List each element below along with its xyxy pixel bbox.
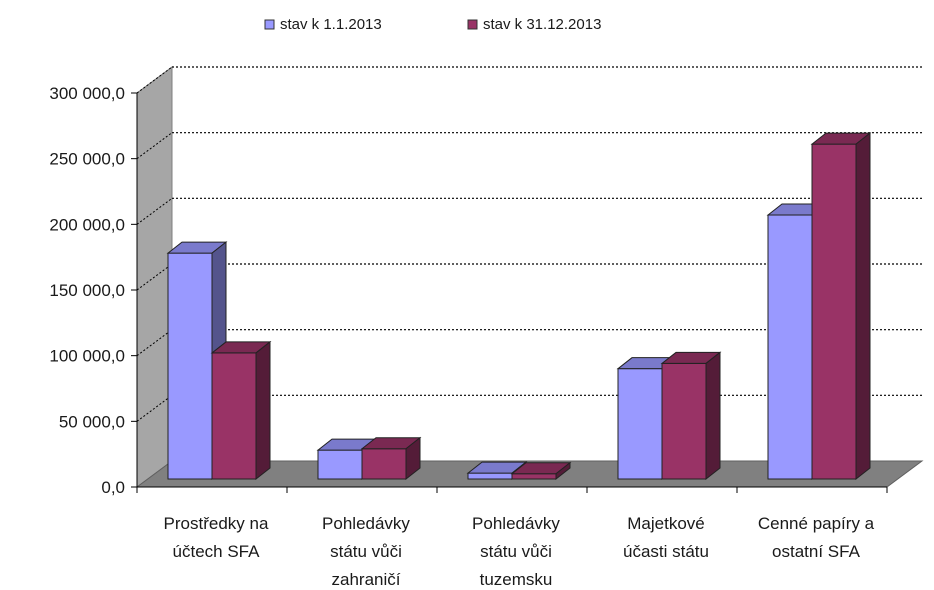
- legend-label: stav k 1.1.2013: [280, 16, 382, 33]
- legend: stav k 1.1.2013 stav k 31.12.2013: [264, 16, 601, 33]
- bar-side: [255, 340, 271, 481]
- x-tick-label-line: Pohledávky: [322, 514, 410, 533]
- bar-front: [617, 368, 663, 480]
- y-tick-label: 300 000,0: [49, 84, 125, 103]
- bar-1-4: [810, 132, 872, 481]
- bar-front: [511, 473, 557, 480]
- gridline-side: [136, 132, 173, 160]
- bar-front: [467, 472, 513, 480]
- y-tick-label: 50 000,0: [59, 412, 125, 431]
- bar-front: [811, 143, 857, 480]
- bar-side: [705, 351, 721, 481]
- legend-item-1: stav k 31.12.2013: [467, 16, 601, 33]
- x-tick-label-line: Majetkové: [627, 514, 704, 533]
- x-tick-label: Majetkové účasti státu: [623, 514, 709, 561]
- y-tick-label: 150 000,0: [49, 281, 125, 300]
- bar-front: [361, 448, 407, 480]
- x-tick-label-line: zahraničí: [332, 570, 401, 589]
- x-tick-label-line: státu vůči: [480, 542, 552, 561]
- y-tick-label: 250 000,0: [49, 150, 125, 169]
- x-tick-label-line: účtech SFA: [173, 542, 261, 561]
- y-tick-label: 0,0: [101, 478, 125, 497]
- bar-front: [317, 449, 363, 480]
- bar-side: [405, 436, 421, 481]
- x-tick-label-line: tuzemsku: [480, 570, 553, 589]
- bars: [166, 132, 872, 481]
- x-tick-label: Cenné papíry a ostatní SFA: [758, 514, 875, 561]
- bar-1-3: [660, 351, 722, 481]
- gridline-side: [136, 329, 173, 357]
- bar-1-1: [360, 436, 422, 481]
- x-tick-label-line: státu vůči: [330, 542, 402, 561]
- x-tick-label-line: účasti státu: [623, 542, 709, 561]
- bar-side: [855, 132, 871, 481]
- x-tick-label-line: Pohledávky: [472, 514, 560, 533]
- x-tick-label: Pohledávky státu vůči tuzemsku: [472, 514, 560, 589]
- x-tick-label-line: Prostředky na: [164, 514, 269, 533]
- bar-front: [767, 214, 813, 480]
- y-axis: 0,0 50 000,0 100 000,0 150 000,0 200 000,0 25…: [49, 84, 138, 497]
- bar-1-2: [510, 461, 572, 481]
- gridline-side: [136, 263, 173, 291]
- x-tick-label-line: ostatní SFA: [772, 542, 861, 561]
- legend-item-0: stav k 1.1.2013: [264, 16, 382, 33]
- gridline-side: [136, 394, 173, 422]
- y-tick-label: 200 000,0: [49, 215, 125, 234]
- y-tick-label: 100 000,0: [49, 347, 125, 366]
- gridline-side: [136, 197, 173, 225]
- x-axis: Prostředky na účtech SFA Pohledávky státu v…: [136, 486, 888, 589]
- legend-swatch: [264, 19, 275, 30]
- legend-swatch: [467, 19, 478, 30]
- bar-front: [167, 252, 213, 480]
- bar-1-0: [210, 340, 272, 481]
- legend-label: stav k 31.12.2013: [483, 16, 601, 33]
- x-tick-label-line: Cenné papíry a: [758, 514, 875, 533]
- x-tick-label: Pohledávky státu vůči zahraničí: [322, 514, 410, 589]
- x-tick-label: Prostředky na účtech SFA: [164, 514, 269, 561]
- gridline-side: [136, 66, 173, 94]
- bar-front: [661, 362, 707, 480]
- bar-front: [211, 352, 257, 480]
- bar-side: [555, 461, 571, 481]
